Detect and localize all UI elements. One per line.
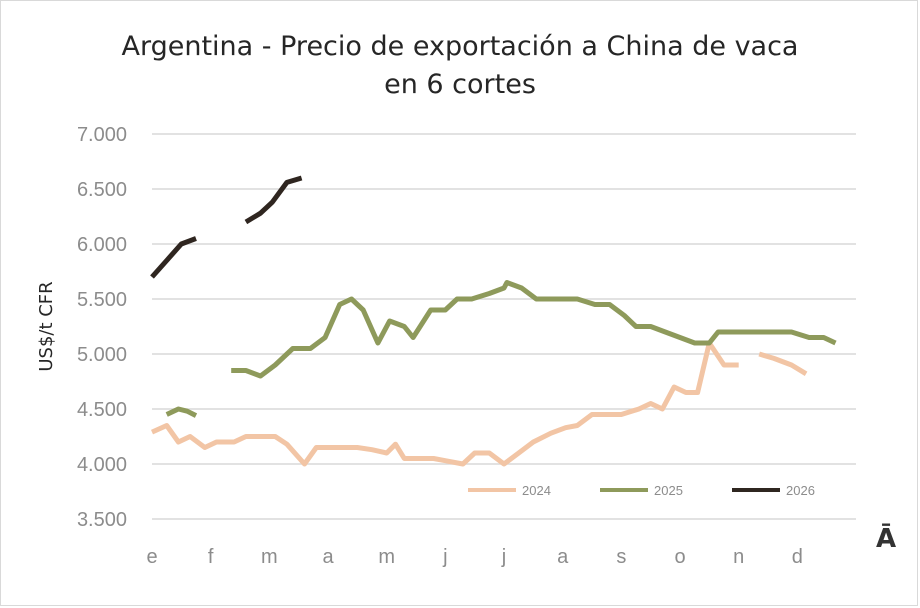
x-tick-label: j [442,546,447,568]
chart-title-line2: en 6 cortes [384,69,536,100]
y-tick-label: 3.500 [77,509,127,531]
chart-title: Argentina - Precio de exportación a Chin… [0,28,920,104]
y-axis-label: US$/t CFR [36,281,57,371]
x-tick-label: d [792,546,803,568]
x-tick-label: a [322,546,334,568]
series-line-2026 [150,236,197,279]
x-tick-label: o [674,546,685,568]
x-tick-label: a [557,546,569,568]
series-line-2025 [231,280,837,379]
x-tick-label: m [378,546,395,568]
chart-title-line1: Argentina - Precio de exportación a Chin… [121,31,799,62]
x-tick-label: s [616,546,626,568]
x-tick-label: e [146,546,157,568]
legend-label-2025: 2025 [654,483,683,498]
corner-glyph: Ā [876,524,897,554]
x-tick-label: j [501,546,506,568]
y-tick-label: 6.500 [77,179,127,201]
y-tick-label: 7.000 [77,124,127,146]
y-tick-label: 4.500 [77,399,127,421]
y-tick-label: 5.000 [77,344,127,366]
x-tick-label: n [733,546,744,568]
y-tick-label: 4.000 [77,454,127,476]
legend-label-2026: 2026 [786,483,815,498]
legend-label-2024: 2024 [522,483,551,498]
x-tick-label: m [261,546,278,568]
x-tick-label: f [208,546,214,568]
y-tick-label: 6.000 [77,234,127,256]
series-line-2024 [758,351,808,376]
series-line-2025 [165,406,198,418]
series-line-2024 [150,340,739,467]
series-line-2026 [244,175,303,225]
y-tick-label: 5.500 [77,289,127,311]
